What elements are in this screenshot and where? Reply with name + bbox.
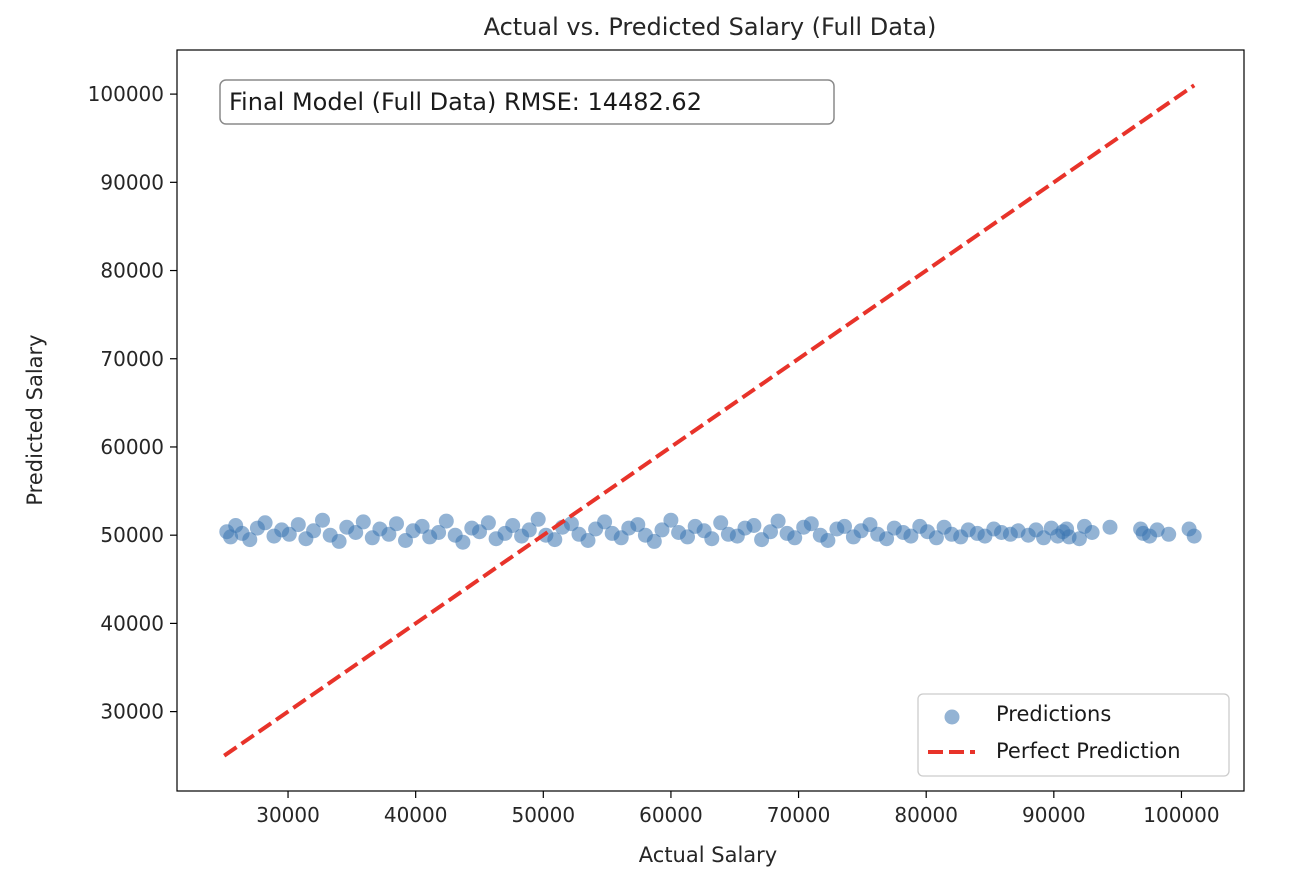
scatter-point <box>580 533 596 548</box>
y-tick-label: 40000 <box>100 611 164 635</box>
scatter-point <box>654 522 670 538</box>
scatter-point <box>331 533 347 549</box>
y-tick-label: 60000 <box>100 435 164 459</box>
scatter-point <box>763 524 778 540</box>
annotation-box <box>219 79 835 125</box>
scatter-point <box>521 522 537 538</box>
scatter-point <box>355 514 371 530</box>
scatter-point <box>928 530 944 546</box>
scatter-point <box>281 526 297 542</box>
legend-marker-predictions <box>944 709 960 725</box>
scatter-point <box>348 525 364 540</box>
x-tick-label: 90000 <box>1022 803 1086 827</box>
legend-box <box>917 693 1230 777</box>
scatter-point <box>820 533 836 548</box>
y-tick-label: 50000 <box>100 523 164 547</box>
y-tick-label: 90000 <box>100 170 164 194</box>
plot-area <box>219 83 1202 758</box>
scatter-point <box>242 532 258 548</box>
x-tick-label: 60000 <box>639 803 703 827</box>
scatter-point <box>1084 525 1100 540</box>
scatter-point <box>879 531 895 547</box>
reference-line-layer <box>223 83 1196 758</box>
x-tick-label: 40000 <box>384 803 448 827</box>
scatter-point <box>746 518 762 533</box>
scatter-point <box>438 513 454 529</box>
scatter-point <box>290 517 306 533</box>
scatter-point <box>306 523 322 539</box>
y-tick-label: 30000 <box>100 700 164 724</box>
scatter-point <box>713 515 729 531</box>
scatter-point <box>803 516 819 532</box>
scatter-point <box>680 529 695 545</box>
scatter-point <box>630 517 646 533</box>
scatter-point <box>704 531 720 547</box>
scatter-point <box>770 513 786 529</box>
scatter-point <box>389 516 404 532</box>
scatter-point <box>381 526 397 542</box>
legend: Predictions Perfect Prediction <box>917 693 1230 777</box>
x-tick-label: 30000 <box>256 803 320 827</box>
x-tick-label: 50000 <box>511 803 575 827</box>
y-tick-label: 80000 <box>100 259 164 283</box>
annotation-text: Final Model (Full Data) RMSE: 14482.62 <box>229 88 702 116</box>
legend-label-predictions: Predictions <box>996 702 1111 726</box>
scatter-point <box>257 515 273 531</box>
x-tick-label: 100000 <box>1143 803 1219 827</box>
x-tick-label: 70000 <box>767 803 831 827</box>
perfect-prediction-line <box>223 83 1196 758</box>
plot-frame <box>176 49 1245 792</box>
scatter-point <box>563 516 579 532</box>
scatter-point <box>431 525 447 540</box>
y-tick-label: 100000 <box>88 82 164 106</box>
scatter-point <box>597 514 613 530</box>
scatter-point <box>315 512 330 528</box>
x-axis-ticks: 30000 40000 50000 60000 70000 80000 90000 10000… <box>256 791 1220 827</box>
scatter-point <box>505 518 521 533</box>
scatter-point <box>663 512 679 528</box>
scatter-point <box>455 534 471 550</box>
x-axis-label: Actual Salary <box>639 843 777 867</box>
y-axis-ticks: 30000 40000 50000 60000 70000 80000 90000 10000… <box>88 82 177 724</box>
scatter-point <box>480 515 496 531</box>
scatter-point <box>903 528 919 544</box>
legend-label-perfect-prediction: Perfect Prediction <box>996 739 1181 763</box>
y-axis-label: Predicted Salary <box>23 334 47 505</box>
rmse-annotation: Final Model (Full Data) RMSE: 14482.62 <box>219 79 835 125</box>
scatter-point <box>837 518 852 534</box>
y-tick-label: 70000 <box>100 347 164 371</box>
scatter-point <box>646 533 662 549</box>
chart-title: Actual vs. Predicted Salary (Full Data) <box>484 13 937 41</box>
scatter-point <box>547 532 563 548</box>
scatter-point <box>1161 526 1177 542</box>
scatter-point <box>1071 531 1087 547</box>
scatter-points <box>219 511 1202 550</box>
scatter-point <box>1149 522 1165 538</box>
scatter-point <box>787 530 803 546</box>
scatter-point <box>530 511 546 527</box>
scatter-point <box>414 518 430 534</box>
scatter-point <box>223 529 239 545</box>
x-tick-label: 80000 <box>894 803 958 827</box>
scatter-point <box>1186 528 1202 544</box>
scatter-point <box>1102 519 1118 535</box>
